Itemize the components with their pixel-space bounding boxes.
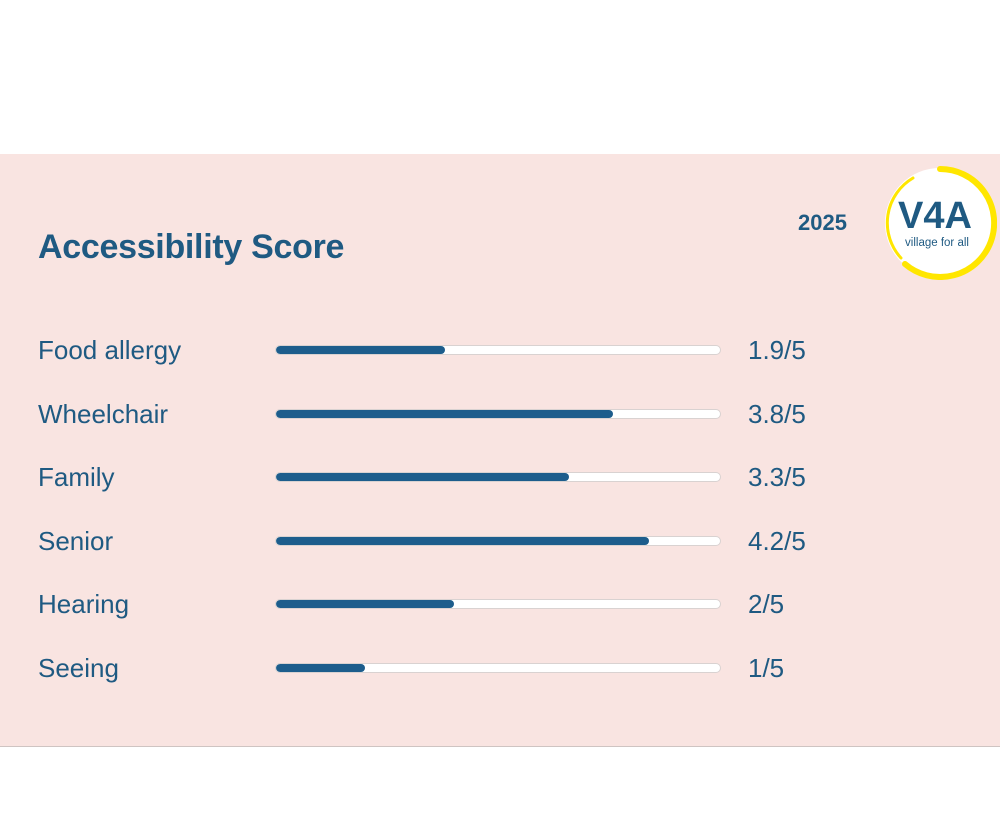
score-bar <box>276 664 365 672</box>
logo-background <box>885 168 995 278</box>
score-bar <box>276 409 614 418</box>
score-value: 3.8/5 <box>748 398 806 429</box>
accessibility-score-card: Accessibility Score 2025 V4A village for… <box>0 154 1000 747</box>
category-label: Seeing <box>38 653 119 683</box>
score-value: 1.9/5 <box>748 335 806 365</box>
score-bar-track <box>275 599 721 610</box>
score-row: Family 3.3/5 <box>0 457 1000 497</box>
score-row: Wheelchair 3.8/5 <box>0 394 1000 434</box>
category-label: Senior <box>38 525 114 556</box>
score-bar <box>276 536 649 545</box>
score-bar-track <box>275 535 721 546</box>
score-bar <box>276 600 454 609</box>
page-title: Accessibility Score <box>38 228 345 266</box>
score-row: Senior 4.2/5 <box>0 521 1000 561</box>
score-bar <box>276 346 445 354</box>
score-row: Seeing 1/5 <box>0 648 1000 688</box>
v4a-logo: V4A village for all <box>885 166 997 280</box>
score-bar-track <box>275 345 721 355</box>
score-rows: Food allergy 1.9/5 Wheelchair 3.8/5 Family 3.… <box>0 154 1000 746</box>
year-label: 2025 <box>798 210 847 235</box>
logo-ring <box>902 166 997 280</box>
category-label: Family <box>38 462 115 493</box>
score-row: Hearing 2/5 <box>0 584 1000 624</box>
score-value: 1/5 <box>748 653 785 683</box>
score-bar-track <box>275 472 721 483</box>
logo-tagline: village for all <box>905 237 969 249</box>
logo-main-text: V4A <box>898 195 972 237</box>
score-value: 2/5 <box>748 589 785 620</box>
score-value: 4.2/5 <box>748 525 806 556</box>
score-bar-track <box>275 408 721 419</box>
score-value: 3.3/5 <box>748 462 806 493</box>
score-bar-track <box>275 663 721 673</box>
logo-ring-inner <box>885 176 915 260</box>
score-row: Food allergy 1.9/5 <box>0 330 1000 370</box>
category-label: Wheelchair <box>38 398 169 429</box>
category-label: Hearing <box>38 589 130 620</box>
category-label: Food allergy <box>38 335 182 365</box>
score-bar <box>276 473 570 482</box>
